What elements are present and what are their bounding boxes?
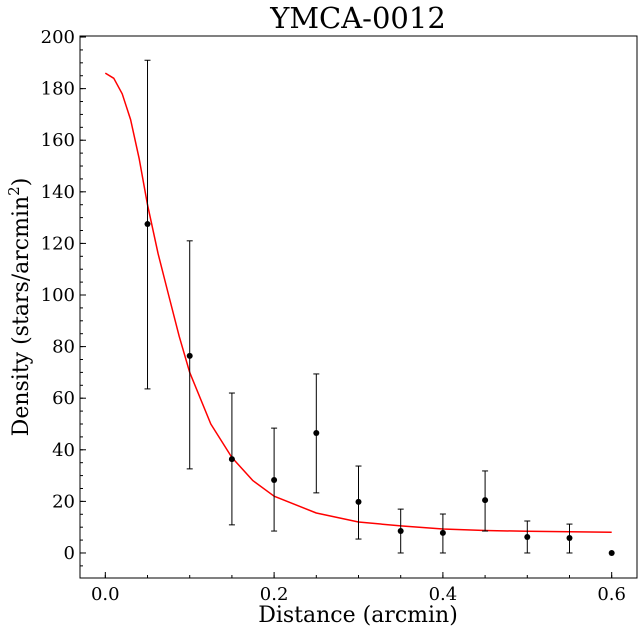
x-axis-label: Distance (arcmin) — [258, 603, 458, 628]
y-tick-label: 200 — [41, 27, 75, 48]
y-tick-label: 0 — [64, 543, 75, 564]
y-tick-label: 160 — [41, 130, 75, 151]
y-tick-label: 60 — [52, 388, 75, 409]
x-tick-label: 0.6 — [597, 584, 626, 605]
data-point — [228, 456, 235, 463]
data-point — [482, 497, 489, 504]
plot-frame — [79, 35, 638, 579]
data-point — [397, 528, 404, 535]
x-tick-label: 0.0 — [91, 584, 120, 605]
y-tick-label: 80 — [52, 337, 75, 358]
data-point — [439, 529, 446, 536]
data-point — [524, 533, 531, 540]
y-tick-label: 100 — [41, 285, 75, 306]
data-point — [313, 430, 320, 437]
x-tick-label: 0.4 — [429, 584, 458, 605]
chart-title: YMCA-0012 — [269, 1, 446, 35]
data-point — [271, 476, 278, 483]
y-tick-label: 40 — [52, 440, 75, 461]
y-tick-label: 120 — [41, 233, 75, 254]
y-tick-label: 180 — [41, 79, 75, 100]
data-point — [608, 549, 615, 556]
data-point — [566, 535, 573, 542]
data-point — [355, 498, 362, 505]
y-axis-label: Density (stars/arcmin2) — [5, 178, 34, 437]
x-tick-label: 0.2 — [260, 584, 289, 605]
data-point — [144, 221, 151, 228]
y-tick-label: 140 — [41, 182, 75, 203]
fit-curve — [104, 72, 612, 534]
y-tick-label: 20 — [52, 491, 75, 512]
data-point — [186, 352, 193, 359]
